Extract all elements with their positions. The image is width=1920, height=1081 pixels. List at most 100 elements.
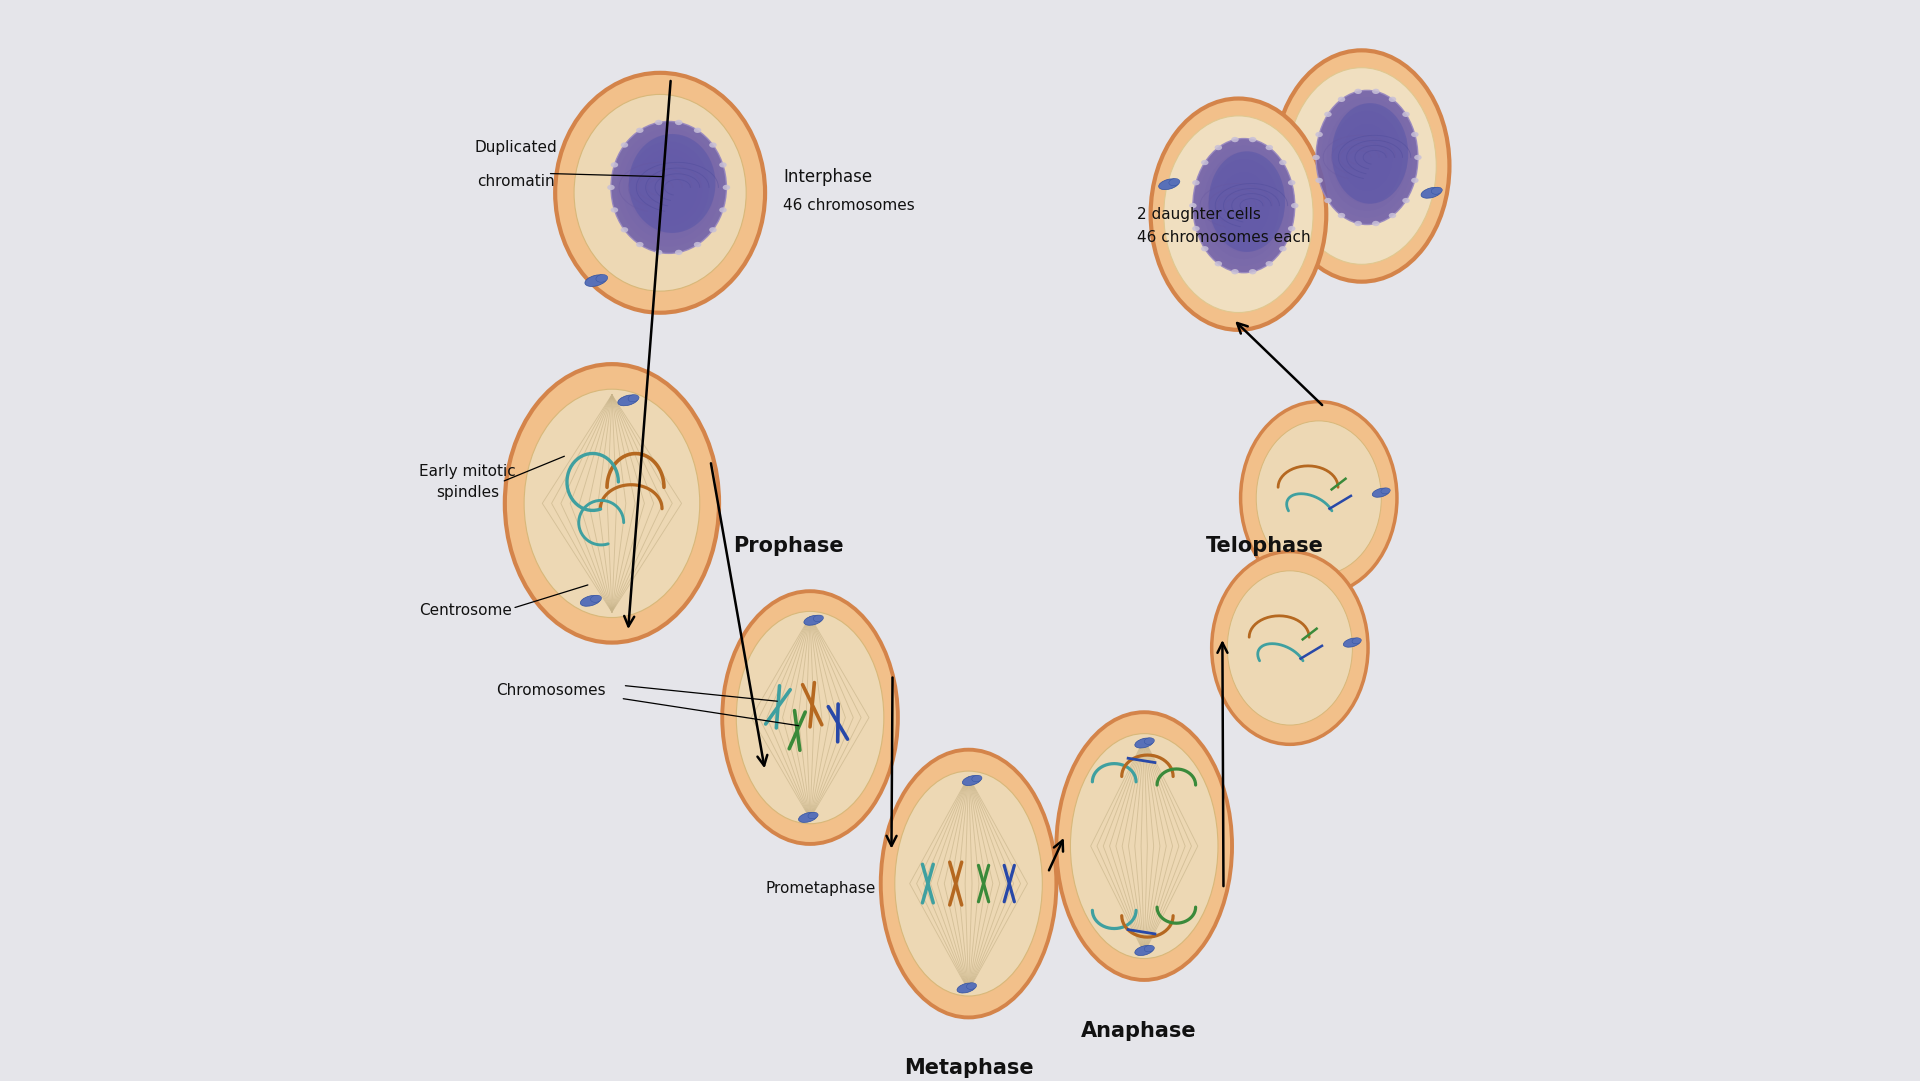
Ellipse shape — [591, 596, 601, 602]
Ellipse shape — [622, 135, 714, 240]
Ellipse shape — [620, 143, 628, 148]
Ellipse shape — [1315, 132, 1323, 137]
Ellipse shape — [1338, 96, 1346, 102]
Ellipse shape — [735, 612, 883, 824]
Ellipse shape — [634, 148, 703, 227]
Ellipse shape — [574, 94, 747, 291]
Ellipse shape — [1212, 551, 1369, 745]
Text: Prophase: Prophase — [733, 536, 843, 557]
Ellipse shape — [1373, 89, 1380, 94]
Ellipse shape — [1279, 246, 1286, 252]
Text: spindles: spindles — [436, 485, 499, 501]
Text: Metaphase: Metaphase — [904, 1058, 1033, 1078]
Ellipse shape — [1164, 116, 1313, 312]
Text: Prometaphase: Prometaphase — [766, 881, 876, 896]
Ellipse shape — [1202, 160, 1208, 165]
Ellipse shape — [708, 227, 716, 232]
Ellipse shape — [1388, 213, 1396, 218]
Ellipse shape — [1331, 110, 1404, 204]
Ellipse shape — [1208, 159, 1279, 253]
Ellipse shape — [804, 615, 822, 625]
Ellipse shape — [720, 162, 726, 168]
Ellipse shape — [1215, 261, 1223, 266]
Ellipse shape — [1290, 203, 1298, 209]
Ellipse shape — [1192, 181, 1200, 185]
Ellipse shape — [1071, 734, 1217, 959]
Ellipse shape — [611, 162, 618, 168]
Ellipse shape — [1158, 178, 1179, 189]
Ellipse shape — [628, 395, 639, 402]
Ellipse shape — [1273, 51, 1450, 282]
Ellipse shape — [1344, 638, 1361, 648]
Text: Centrosome: Centrosome — [419, 603, 511, 618]
Ellipse shape — [1352, 638, 1361, 644]
Ellipse shape — [693, 242, 701, 248]
Ellipse shape — [1202, 246, 1208, 252]
Text: Early mitotic: Early mitotic — [419, 464, 516, 479]
Ellipse shape — [1265, 261, 1273, 266]
Ellipse shape — [618, 395, 637, 405]
Text: Interphase: Interphase — [783, 168, 872, 186]
Ellipse shape — [636, 128, 643, 133]
Ellipse shape — [1338, 213, 1346, 218]
Ellipse shape — [1169, 178, 1181, 186]
Ellipse shape — [722, 591, 899, 844]
Text: Duplicated: Duplicated — [474, 141, 557, 156]
Ellipse shape — [1210, 151, 1284, 252]
Text: 46 chromosomes each: 46 chromosomes each — [1137, 230, 1309, 245]
Ellipse shape — [628, 142, 708, 233]
Ellipse shape — [1311, 155, 1319, 160]
Ellipse shape — [1402, 111, 1409, 117]
Ellipse shape — [1415, 155, 1421, 160]
Ellipse shape — [962, 775, 981, 786]
Ellipse shape — [1135, 946, 1154, 956]
Ellipse shape — [611, 208, 618, 213]
Ellipse shape — [1315, 91, 1417, 225]
Ellipse shape — [1188, 203, 1196, 209]
Ellipse shape — [524, 389, 699, 617]
Ellipse shape — [1411, 177, 1419, 183]
Ellipse shape — [616, 128, 720, 246]
Ellipse shape — [580, 596, 601, 606]
Ellipse shape — [1248, 137, 1256, 143]
Ellipse shape — [1388, 96, 1396, 102]
Ellipse shape — [1150, 98, 1327, 330]
Ellipse shape — [1288, 181, 1296, 185]
Ellipse shape — [607, 185, 614, 190]
Ellipse shape — [1373, 221, 1380, 226]
Ellipse shape — [895, 771, 1043, 996]
Ellipse shape — [1192, 226, 1200, 231]
Ellipse shape — [1256, 421, 1380, 575]
Text: Chromosomes: Chromosomes — [495, 683, 605, 698]
Ellipse shape — [972, 775, 981, 782]
Ellipse shape — [1144, 738, 1154, 745]
Ellipse shape — [639, 155, 697, 221]
Ellipse shape — [595, 275, 609, 282]
Ellipse shape — [1380, 488, 1390, 494]
Ellipse shape — [693, 128, 701, 133]
Ellipse shape — [1265, 145, 1273, 150]
Ellipse shape — [655, 250, 662, 255]
Ellipse shape — [1056, 712, 1233, 980]
Ellipse shape — [1231, 137, 1238, 143]
Text: Telophase: Telophase — [1206, 536, 1325, 557]
Ellipse shape — [720, 208, 726, 213]
Ellipse shape — [1227, 571, 1352, 725]
Ellipse shape — [1219, 172, 1269, 239]
Text: 46 chromosomes: 46 chromosomes — [783, 198, 916, 213]
Ellipse shape — [1354, 221, 1361, 226]
Text: Anaphase: Anaphase — [1081, 1020, 1196, 1041]
Ellipse shape — [1321, 97, 1413, 217]
Text: 2 daughter cells: 2 daughter cells — [1137, 206, 1261, 222]
Ellipse shape — [808, 812, 818, 818]
Ellipse shape — [1332, 103, 1407, 203]
Ellipse shape — [505, 364, 718, 642]
Ellipse shape — [1144, 945, 1154, 952]
Ellipse shape — [676, 120, 682, 125]
Ellipse shape — [722, 185, 730, 190]
Ellipse shape — [655, 120, 662, 125]
Ellipse shape — [611, 121, 726, 253]
Ellipse shape — [1430, 187, 1442, 195]
Ellipse shape — [1336, 117, 1398, 198]
Ellipse shape — [966, 983, 977, 989]
